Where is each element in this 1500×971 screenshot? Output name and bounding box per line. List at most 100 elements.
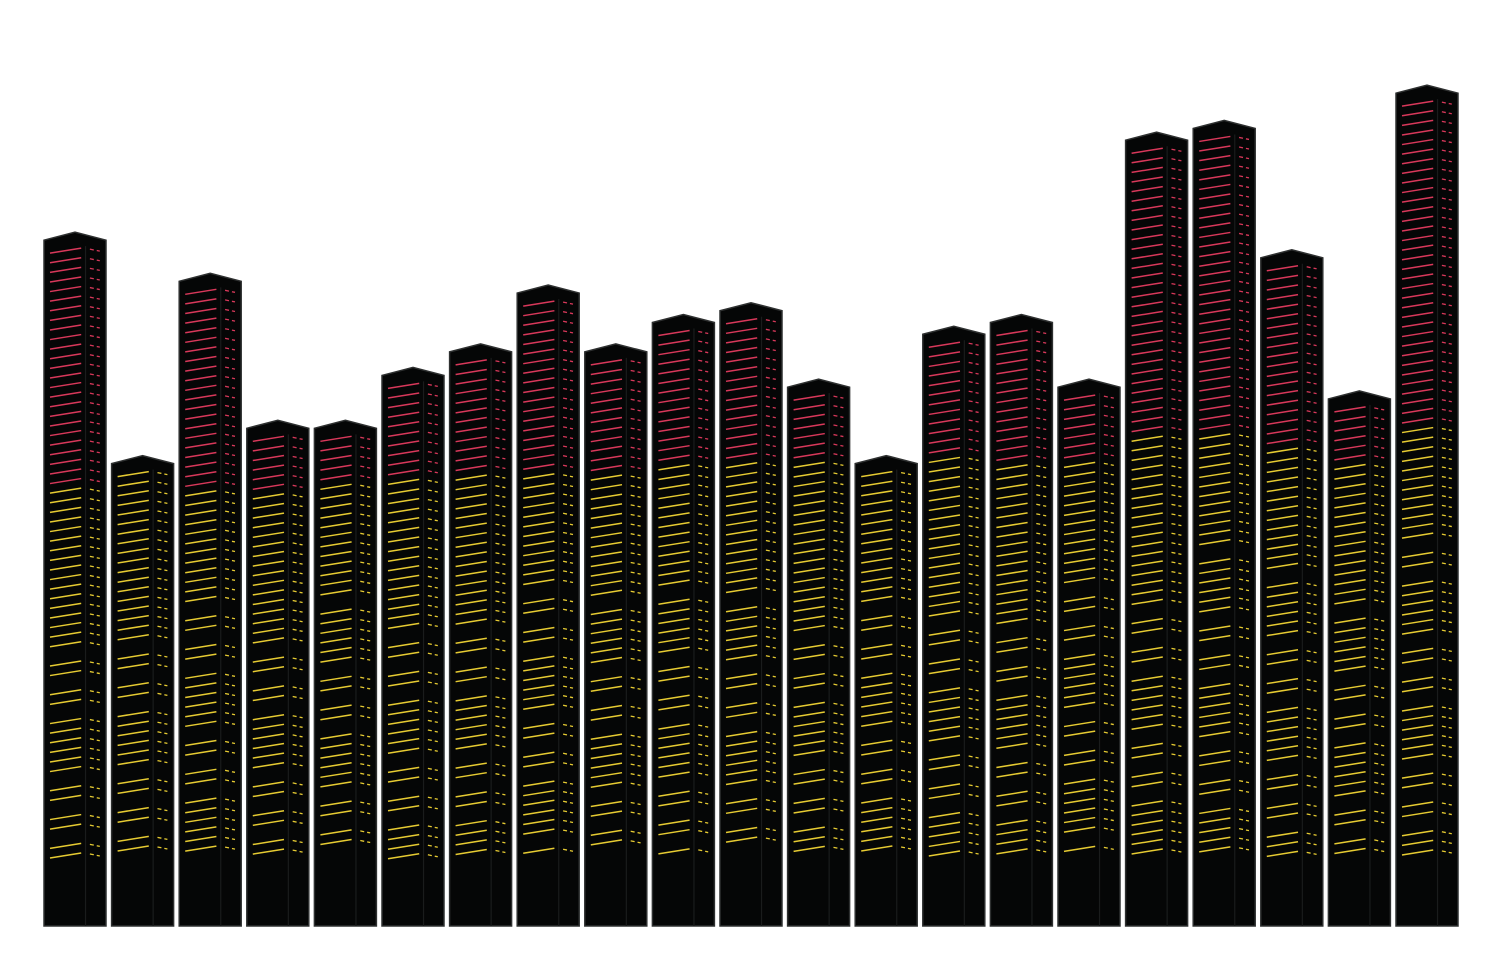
bar-body [584,343,648,927]
bar-window [455,503,487,510]
bar-window [1266,620,1299,627]
bar-window [1266,341,1299,349]
bar-window-side [292,657,303,661]
bar-window [49,276,82,283]
bar-window [928,667,961,675]
bar-window [725,797,758,805]
bar-window-side [292,743,303,748]
bar-window [1199,366,1231,373]
bar-window-side [1306,630,1317,635]
bar-window-side [1238,664,1250,669]
bar-window [185,394,217,401]
bar-window-side [89,382,100,387]
bar-window-side [427,719,438,724]
bar-window [455,416,487,424]
bar-window [1131,224,1163,231]
bar-window [387,603,420,610]
bar-window-side [427,450,438,455]
bar-window [1131,349,1163,356]
bar-window-side [1238,376,1250,381]
bar-window-side [765,539,776,544]
bar-window-side [1171,647,1182,652]
bar-window [523,636,555,643]
bar-window-side [495,830,506,834]
bar-window [1131,819,1163,826]
bar-window-side [427,738,438,743]
bar-window [49,554,82,562]
bar-window-side [1171,292,1182,296]
bar-window-side [1238,655,1250,659]
bar-window [861,470,893,478]
bar-window [49,698,82,706]
bar-window [793,605,825,613]
bar-7 [448,343,513,927]
bar-window [725,471,758,479]
bar-window [49,660,82,667]
bar-window [1401,455,1434,463]
bar-window-side [427,498,438,503]
bar-window [996,502,1028,510]
bar-window [725,481,758,488]
bar-window [1131,589,1163,596]
bar-window-side [562,541,574,545]
bar-window-side [630,840,641,844]
bar-window [185,835,217,843]
bar-window-side [360,465,371,469]
bar-window-side [1306,390,1317,395]
bar-window-side [1238,252,1250,256]
bar-window-side [1171,830,1182,834]
bar-window [1063,576,1096,584]
bar-window [49,737,82,744]
bar-window [658,579,690,586]
bar-window-side [1238,684,1250,688]
bar-window [725,769,758,776]
bar-window-side [292,820,303,824]
bar-window [252,550,285,558]
bar-window-side [698,791,709,795]
bar-window [117,586,149,593]
bar-body [719,301,783,927]
bar-window-side [833,510,844,514]
bar-window-side [1306,803,1317,808]
bar-window-side [765,779,776,784]
bar-window [252,579,285,587]
bar-window-side [562,656,574,660]
bar-window-side [900,577,912,581]
bar-window-side [1171,753,1182,757]
bar-window-side [630,811,641,815]
bar-window-side [1441,687,1452,691]
bar-window-side [89,594,100,598]
bar-window-side [833,625,844,630]
bar-window [793,682,825,689]
bar-window [793,720,825,728]
bar-window [725,807,758,815]
bar-window [928,571,961,579]
bar-window [1131,829,1163,836]
bar-window-side [1171,158,1182,162]
bar-window [1401,244,1434,251]
bar-window-side [495,792,506,796]
bar-window [185,739,217,747]
bar-window [590,426,623,433]
bar-window [1401,407,1434,415]
bar-window [1063,749,1096,757]
bar-19 [1260,249,1324,927]
bar-window-side [89,354,100,358]
bar-window [455,599,487,606]
bar-window-side [427,729,438,733]
bar-window-side [765,367,776,371]
bar-window-side [1441,351,1452,355]
bar-window-side [765,530,776,534]
bar-window [1266,841,1299,848]
bar-window-side [89,632,100,636]
bar-window [996,387,1028,394]
bar-window [928,715,961,723]
bar-window-side [1171,254,1182,258]
bar-window-side [224,750,236,754]
bar-window [725,442,758,450]
bar-window-side [360,542,371,546]
bar-window-side [1103,510,1114,514]
bar-window [455,541,487,549]
bar-window-side [1171,321,1182,325]
bar-window [185,384,217,392]
